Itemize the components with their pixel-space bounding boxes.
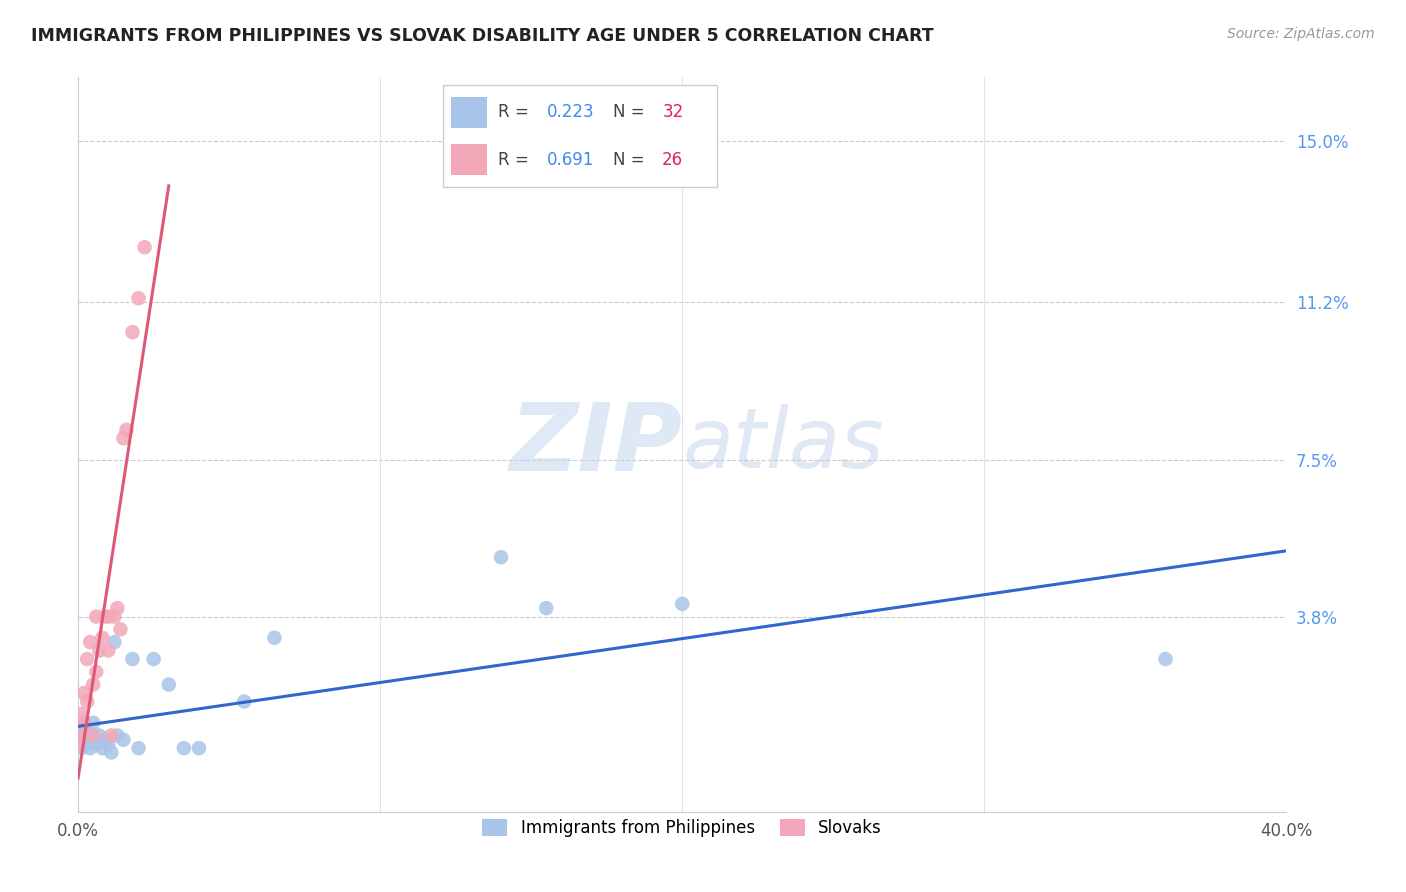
Point — [79, 635, 101, 649]
Point — [112, 431, 135, 445]
Point — [73, 686, 96, 700]
Point — [97, 643, 120, 657]
Point — [76, 694, 98, 708]
Point — [134, 240, 156, 254]
Point — [73, 732, 96, 747]
Bar — [451, 145, 486, 175]
Point — [103, 609, 125, 624]
Bar — [451, 97, 486, 128]
Text: N =: N = — [613, 151, 650, 169]
Point — [115, 423, 138, 437]
Point — [84, 609, 107, 624]
Point — [82, 677, 104, 691]
Point — [97, 737, 120, 751]
Point — [89, 729, 111, 743]
Point — [84, 737, 107, 751]
Text: Source: ZipAtlas.com: Source: ZipAtlas.com — [1227, 27, 1375, 41]
Point — [94, 732, 117, 747]
Point — [173, 741, 195, 756]
Point — [79, 729, 101, 743]
Text: N =: N = — [613, 103, 650, 121]
Text: R =: R = — [498, 103, 534, 121]
Point — [128, 741, 150, 756]
Point — [70, 729, 93, 743]
Text: R =: R = — [498, 151, 534, 169]
Point — [233, 694, 256, 708]
FancyBboxPatch shape — [443, 85, 717, 187]
Text: atlas: atlas — [682, 404, 884, 485]
Point — [94, 609, 117, 624]
Point — [91, 741, 114, 756]
Point — [263, 631, 285, 645]
Point — [103, 635, 125, 649]
Point — [536, 601, 558, 615]
Point — [187, 741, 209, 756]
Point — [128, 291, 150, 305]
Point — [67, 729, 90, 743]
Text: ZIP: ZIP — [509, 399, 682, 491]
Point — [73, 715, 96, 730]
Point — [112, 732, 135, 747]
Point — [70, 720, 93, 734]
Point — [73, 715, 96, 730]
Point — [121, 652, 143, 666]
Point — [84, 665, 107, 679]
Point — [89, 643, 111, 657]
Point — [82, 732, 104, 747]
Point — [100, 729, 122, 743]
Point — [671, 597, 693, 611]
Point — [105, 601, 128, 615]
Point — [76, 724, 98, 739]
Point — [82, 715, 104, 730]
Point — [91, 631, 114, 645]
Point — [489, 550, 512, 565]
Point — [79, 741, 101, 756]
Point — [110, 623, 132, 637]
Point — [100, 746, 122, 760]
Point — [105, 729, 128, 743]
Point — [121, 325, 143, 339]
Point — [70, 741, 93, 756]
Point — [142, 652, 165, 666]
Text: 32: 32 — [662, 103, 683, 121]
Point — [157, 677, 180, 691]
Point — [76, 652, 98, 666]
Point — [70, 707, 93, 722]
Point — [76, 737, 98, 751]
Text: 0.691: 0.691 — [547, 151, 595, 169]
Text: 0.223: 0.223 — [547, 103, 595, 121]
Point — [1154, 652, 1177, 666]
Text: IMMIGRANTS FROM PHILIPPINES VS SLOVAK DISABILITY AGE UNDER 5 CORRELATION CHART: IMMIGRANTS FROM PHILIPPINES VS SLOVAK DI… — [31, 27, 934, 45]
Text: 26: 26 — [662, 151, 683, 169]
Point — [82, 729, 104, 743]
Point — [67, 737, 90, 751]
Point — [97, 609, 120, 624]
Legend: Immigrants from Philippines, Slovaks: Immigrants from Philippines, Slovaks — [475, 813, 889, 844]
